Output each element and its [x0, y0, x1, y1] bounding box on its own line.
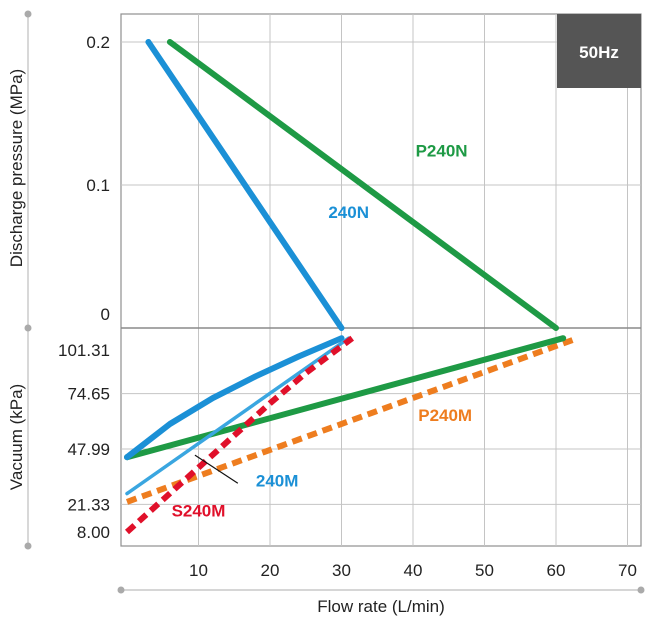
vacuum-tick-label: 74.65	[67, 385, 110, 404]
pressure-tick-label: 0	[101, 305, 110, 324]
axis-dot	[117, 586, 125, 594]
series-line-p240n-pressure	[166, 39, 559, 331]
series-line-240n-pressure	[145, 39, 345, 331]
tick-labels: 10 20 30 40 50 60 70 0.2 0.1 0 101.31 74.65 47.99 21.…	[58, 33, 637, 580]
y-axis-title-pressure: Discharge pressure (MPa)	[7, 69, 26, 267]
x-tick-label: 10	[189, 561, 208, 580]
y-axis-title-vacuum: Vacuum (kPa)	[7, 384, 26, 490]
frequency-badge: 50Hz	[579, 43, 619, 62]
series-label-p240m: P240M	[418, 406, 472, 425]
x-tick-label: 40	[404, 561, 423, 580]
series-line-240n-vacuum	[124, 335, 345, 461]
plot-area	[120, 13, 642, 547]
x-tick-label: 30	[332, 561, 351, 580]
frequency-badge-box	[557, 14, 641, 88]
x-tick-label: 50	[475, 561, 494, 580]
series-label-s240m: S240M	[172, 501, 226, 520]
vacuum-tick-label: 21.33	[67, 495, 110, 514]
x-tick-label: 70	[618, 561, 637, 580]
axis-dot	[24, 10, 32, 18]
axis-dot	[637, 586, 645, 594]
series-line-p240n-vacuum	[124, 335, 567, 461]
pressure-tick-label: 0.2	[86, 33, 110, 52]
series-label-240m: 240M	[256, 471, 299, 490]
x-tick-label: 20	[261, 561, 280, 580]
axis-dot	[24, 324, 32, 332]
series-group	[124, 39, 579, 535]
series-labels: 240N P240N 240M P240M S240M	[172, 141, 473, 520]
axis-dot	[24, 542, 32, 550]
vacuum-tick-label: 47.99	[67, 440, 110, 459]
label-leader-line	[194, 454, 239, 484]
vacuum-tick-label: 101.31	[58, 341, 110, 360]
series-line-s240m-vacuum	[124, 335, 355, 535]
series-line-240m-vacuum	[125, 336, 351, 496]
series-label-240n: 240N	[328, 203, 369, 222]
pressure-tick-label: 0.1	[86, 176, 110, 195]
x-axis-title: Flow rate (L/min)	[317, 597, 445, 616]
series-label-p240n: P240N	[416, 141, 468, 160]
vacuum-tick-label: 8.00	[77, 523, 110, 542]
axis-decorations	[24, 10, 645, 594]
x-tick-label: 60	[547, 561, 566, 580]
